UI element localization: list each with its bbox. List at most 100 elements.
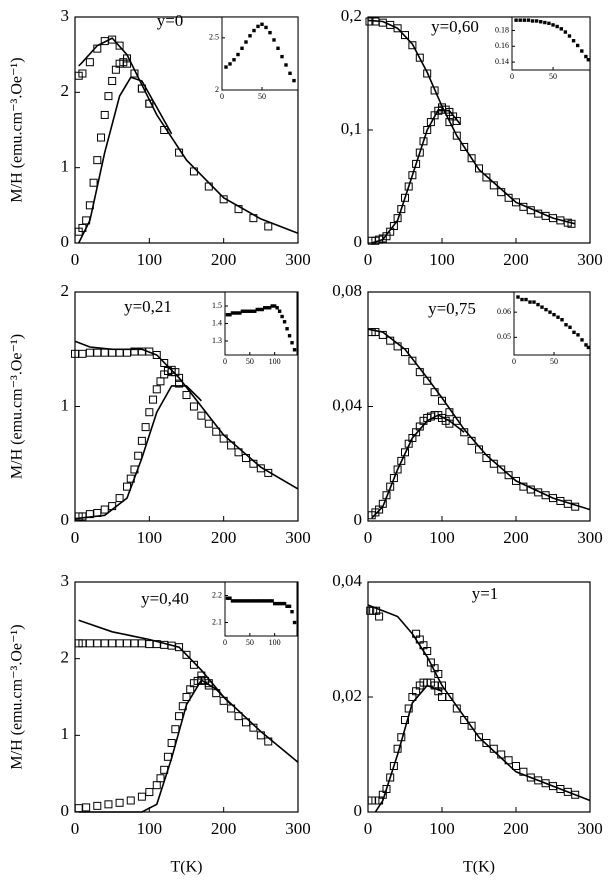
- y-tick-label: 0: [61, 801, 70, 820]
- y-axis-label: M/H (emu.cm⁻³.Oe⁻¹): [9, 624, 26, 769]
- data-point: [123, 639, 132, 648]
- inset-point: [559, 27, 563, 31]
- panel-title: y=0,75: [428, 299, 476, 318]
- data-point: [452, 116, 461, 125]
- data-point: [408, 356, 417, 365]
- fit-line: [367, 328, 591, 511]
- data-point: [108, 639, 117, 648]
- fit-line: [371, 108, 462, 244]
- inset-point: [228, 313, 232, 317]
- data-point: [467, 154, 476, 163]
- inset-point: [243, 309, 247, 313]
- inset-point: [518, 18, 522, 22]
- y-tick-label: 2: [61, 81, 70, 100]
- x-tick-label: 100: [429, 250, 455, 269]
- inset-x-tick-label: 0: [223, 357, 227, 366]
- inset-point: [263, 599, 267, 603]
- plot-frame: [367, 581, 591, 813]
- data-point: [404, 704, 413, 713]
- x-tick-label: 200: [503, 250, 529, 269]
- data-point: [182, 650, 191, 659]
- data-point: [397, 205, 406, 214]
- data-point: [401, 193, 409, 202]
- data-point: [115, 639, 124, 648]
- data-point: [504, 471, 513, 480]
- inset-point: [287, 604, 292, 608]
- inset-frame: [221, 16, 299, 91]
- inset-point: [528, 300, 532, 304]
- inset-point: [547, 21, 551, 26]
- data-point: [408, 171, 417, 180]
- data-point: [145, 788, 154, 797]
- inset-point: [284, 63, 288, 67]
- inset-point: [586, 58, 591, 62]
- x-tick-label: 0: [364, 528, 373, 547]
- data-point: [160, 358, 169, 367]
- inset-point: [568, 325, 572, 329]
- inset-point: [277, 309, 282, 313]
- fit-line: [78, 678, 232, 813]
- data-point: [264, 222, 273, 231]
- y-axis-label: M/H (emu.cm⁻³.Oe⁻¹): [9, 334, 26, 479]
- data-point: [189, 402, 198, 411]
- x-tick-label: 200: [211, 250, 237, 269]
- panel: 0 100 200 300 0 1 2 3 y=0 M/H (emu.cm⁻³.Oe⁻¹) 0 50 2…: [9, 6, 311, 269]
- fit-line: [78, 619, 299, 763]
- data-point: [167, 739, 176, 747]
- data-point: [372, 606, 381, 615]
- inset-point: [250, 599, 255, 603]
- inset-y-tick-label: 0.06: [497, 307, 511, 316]
- inset-point: [556, 315, 560, 319]
- data-point: [134, 451, 143, 460]
- data-point: [100, 348, 109, 357]
- data-point: [227, 704, 236, 713]
- data-point: [401, 716, 409, 724]
- data-point: [401, 448, 409, 457]
- data-point: [460, 142, 469, 151]
- inset-y-tick-label: 1.4: [212, 318, 222, 327]
- inset-point: [536, 302, 540, 307]
- data-point: [152, 781, 161, 790]
- data-point: [152, 350, 161, 359]
- x-tick-label: 300: [285, 528, 311, 547]
- inset-point: [575, 43, 580, 48]
- inset-point: [276, 46, 280, 50]
- inset-point: [238, 599, 242, 603]
- data-point: [234, 712, 243, 721]
- y-tick-label: 1: [61, 157, 70, 176]
- data-point: [108, 77, 117, 86]
- inset-point: [285, 327, 289, 331]
- inset-point: [260, 307, 264, 312]
- x-tick-label: 0: [364, 250, 373, 269]
- inset-x-tick-label: 50: [246, 638, 254, 647]
- data-point: [123, 348, 132, 357]
- fit-line: [74, 340, 299, 490]
- inset-y-tick-label: 0.14: [495, 57, 509, 66]
- y-tick-label: 0: [354, 510, 363, 529]
- data-point: [382, 785, 391, 793]
- inset-point: [233, 599, 237, 603]
- y-tick-label: 0,02: [332, 686, 362, 705]
- x-tick-label: 300: [577, 819, 603, 838]
- data-point: [137, 792, 146, 801]
- data-point: [393, 24, 402, 33]
- x-tick-label: 300: [577, 250, 603, 269]
- inset-point: [268, 30, 272, 35]
- inset-point: [260, 22, 264, 26]
- y-tick-label: 0: [61, 510, 70, 529]
- panel: 0 100 200 300 0 1 2 y=0,21 M/H (emu.cm⁻³.Oe⁻¹) 0 5…: [9, 281, 311, 547]
- inset-x-tick-label: 50: [258, 92, 266, 101]
- data-point: [137, 639, 146, 648]
- data-point: [149, 395, 158, 404]
- panel: 0 100 200 300 0 0,1 0,2 y=0,60 0 50 0.14 0.16 0.18: [341, 6, 603, 269]
- inset-point: [265, 306, 269, 310]
- inset-point: [253, 309, 257, 313]
- inset-point: [240, 309, 245, 313]
- inset-y-tick-label: 1.5: [212, 301, 222, 310]
- data-point: [393, 465, 402, 474]
- x-tick-label: 0: [364, 819, 373, 838]
- inset-point: [265, 599, 269, 603]
- inset: 0 50 2 2.5: [209, 16, 299, 101]
- inset-point: [253, 599, 257, 603]
